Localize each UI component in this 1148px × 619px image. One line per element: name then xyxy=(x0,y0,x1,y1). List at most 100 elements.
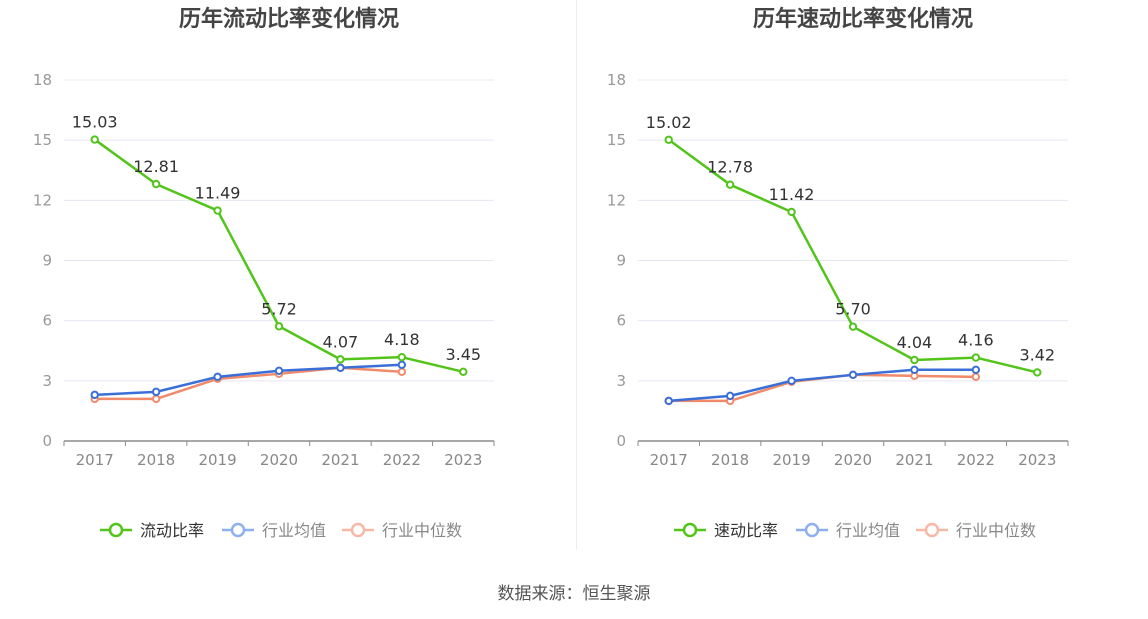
data-point xyxy=(397,352,407,362)
legend-label: 行业中位数 xyxy=(956,521,1036,540)
data-point xyxy=(274,322,284,331)
legend-marker xyxy=(108,522,124,538)
data-point xyxy=(848,322,858,331)
legend-marker xyxy=(804,522,820,538)
data-point xyxy=(725,391,735,401)
x-tick-label: 2020 xyxy=(834,451,872,469)
data-point xyxy=(971,372,981,382)
data-point xyxy=(664,396,673,406)
x-tick-label: 2021 xyxy=(321,451,359,469)
x-tick-label: 2022 xyxy=(383,451,421,469)
x-tick-label: 2023 xyxy=(1018,451,1056,469)
quick-ratio-panel: 历年速动比率变化情况 0 3 6 9 12 15 18 2017 2018 2019 2020 2021… xyxy=(574,0,1148,560)
y-tick-label: 0 xyxy=(616,432,626,450)
y-tick-label: 12 xyxy=(33,191,52,209)
data-label: 4.07 xyxy=(323,332,359,351)
x-tick-label: 2018 xyxy=(137,451,175,469)
legend-marker xyxy=(350,522,366,538)
y-tick-label: 9 xyxy=(42,252,52,270)
legend-label: 行业中位数 xyxy=(382,521,462,540)
legend-label: 行业均值 xyxy=(262,521,326,540)
legend-item: 行业中位数 xyxy=(342,521,462,540)
data-label: 4.04 xyxy=(897,333,933,352)
data-point xyxy=(90,135,99,144)
legend-marker xyxy=(924,522,940,538)
data-label: 4.16 xyxy=(958,331,994,350)
series-line xyxy=(94,366,402,401)
legend-label: 行业均值 xyxy=(836,521,900,540)
data-label: 5.70 xyxy=(835,300,871,319)
data-label: 15.03 xyxy=(72,113,118,132)
y-tick-label: 3 xyxy=(42,372,52,390)
data-point xyxy=(459,367,468,377)
data-point xyxy=(725,180,735,189)
data-point xyxy=(910,355,919,365)
y-tick-label: 6 xyxy=(42,312,52,330)
data-label: 15.02 xyxy=(646,113,692,132)
x-tick-label: 2018 xyxy=(711,451,749,469)
data-label: 5.72 xyxy=(261,299,297,318)
data-point xyxy=(213,372,222,382)
y-tick-label: 18 xyxy=(607,71,626,89)
series-line xyxy=(94,363,402,397)
legend-marker xyxy=(230,522,246,538)
chart-title: 历年速动比率变化情况 xyxy=(753,6,973,32)
y-tick-label: 9 xyxy=(616,252,626,270)
current-ratio-panel: 历年流动比率变化情况 0 3 6 9 12 15 18 2017 2018 2019 2020 2021… xyxy=(0,0,574,560)
legend-item: 行业均值 xyxy=(796,521,900,540)
data-source-note: 数据来源：恒生聚源 xyxy=(497,584,651,604)
data-point xyxy=(787,207,796,217)
quick-ratio-chart: 历年速动比率变化情况 0 3 6 9 12 15 18 2017 2018 2019 2020 2021… xyxy=(607,6,1069,540)
data-point xyxy=(664,135,673,144)
y-tick-label: 15 xyxy=(33,131,52,149)
x-tick-label: 2022 xyxy=(957,451,995,469)
data-label: 3.42 xyxy=(1019,345,1055,364)
x-tick-label: 2021 xyxy=(895,451,933,469)
data-point xyxy=(336,363,345,372)
data-point xyxy=(910,365,919,375)
series-line xyxy=(668,368,976,403)
legend-marker xyxy=(682,522,698,538)
data-point xyxy=(1033,368,1042,377)
data-point xyxy=(971,365,981,375)
x-tick-label: 2017 xyxy=(650,451,688,469)
legend-item: 行业均值 xyxy=(222,521,326,540)
chart-title: 历年流动比率变化情况 xyxy=(179,6,399,32)
data-point xyxy=(151,179,161,189)
data-label: 3.45 xyxy=(445,345,481,364)
data-label: 11.49 xyxy=(195,184,241,203)
y-tick-label: 6 xyxy=(616,312,626,330)
data-point xyxy=(848,370,858,380)
x-tick-label: 2023 xyxy=(444,451,482,469)
y-tick-label: 15 xyxy=(607,131,626,149)
y-tick-label: 0 xyxy=(42,432,52,450)
legend-label: 速动比率 xyxy=(714,521,778,540)
legend-item: 行业中位数 xyxy=(916,521,1036,540)
data-point xyxy=(336,355,345,364)
legend-item: 流动比率 xyxy=(100,521,204,540)
x-tick-label: 2020 xyxy=(260,451,298,469)
data-point xyxy=(787,376,796,386)
data-point xyxy=(274,366,284,376)
data-point xyxy=(397,367,407,377)
y-tick-label: 3 xyxy=(616,372,626,390)
x-tick-label: 2017 xyxy=(76,451,114,469)
legend-label: 流动比率 xyxy=(140,521,204,540)
data-point xyxy=(213,206,222,215)
data-label: 12.78 xyxy=(707,158,753,177)
panel-divider xyxy=(576,0,577,550)
data-point xyxy=(397,360,407,369)
data-point xyxy=(151,394,161,404)
data-point xyxy=(90,390,99,400)
x-tick-label: 2019 xyxy=(198,451,236,469)
y-tick-label: 18 xyxy=(33,71,52,89)
data-point xyxy=(151,387,161,397)
y-tick-label: 12 xyxy=(607,191,626,209)
legend-item: 速动比率 xyxy=(674,521,778,540)
data-label: 11.42 xyxy=(769,185,815,204)
data-label: 4.18 xyxy=(384,330,420,349)
data-label: 12.81 xyxy=(133,157,179,176)
current-ratio-chart: 历年流动比率变化情况 0 3 6 9 12 15 18 2017 2018 2019 2020 2021… xyxy=(33,6,495,540)
x-tick-label: 2019 xyxy=(772,451,810,469)
data-point xyxy=(971,353,981,362)
